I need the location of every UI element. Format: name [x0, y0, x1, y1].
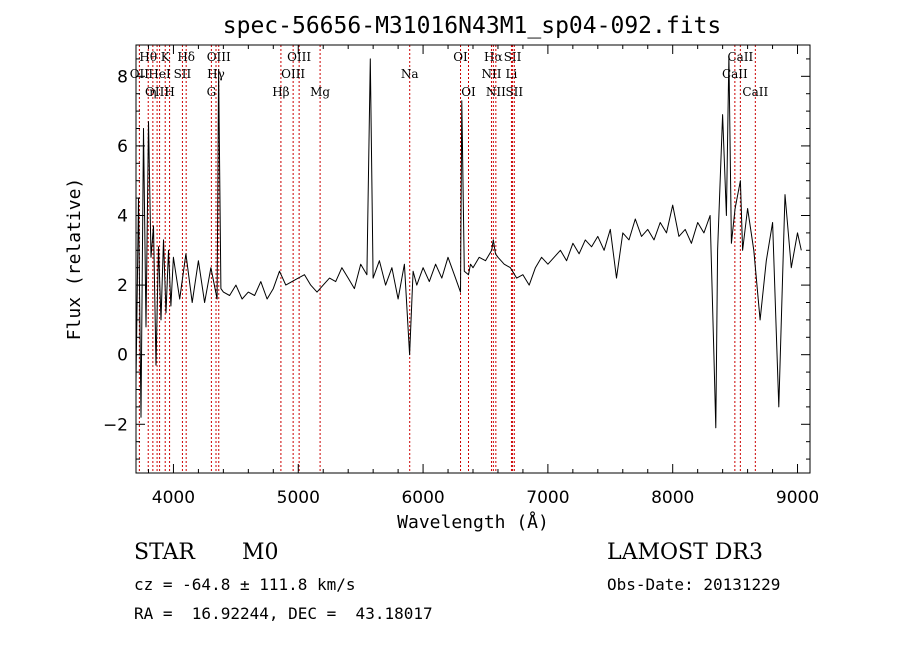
line-label-3: K	[161, 50, 171, 64]
y-tick-label-1: 0	[117, 346, 128, 366]
line-label-16: Na	[401, 67, 419, 81]
line-label-14: OIII	[281, 67, 305, 81]
line-label-20: NII	[481, 67, 501, 81]
x-axis-title: Wavelength (Å)	[397, 511, 549, 533]
observation-date: Obs-Date: 20131229	[607, 575, 781, 594]
line-label-10: Hγ	[207, 67, 225, 81]
line-label-5: HeI	[148, 67, 171, 81]
object-class: STAR	[134, 540, 195, 565]
line-label-0: Hθ	[139, 50, 157, 64]
line-label-11: G	[207, 85, 217, 99]
x-tick-label-3: 7000	[526, 488, 569, 508]
series-line-0	[135, 54, 802, 429]
y-tick-label-2: 2	[117, 276, 128, 296]
line-label-21: NII	[486, 85, 506, 99]
axis-ticks: 4000 5000 6000 7000 8000 9000 −2 0 2 4 6 8	[103, 45, 819, 508]
x-tick-label-1: 5000	[277, 488, 320, 508]
y-tick-label-5: 8	[117, 67, 128, 87]
line-label-15: Mg	[310, 85, 330, 99]
line-label-7: Hδ	[177, 50, 195, 64]
object-subclass: M0	[242, 540, 279, 565]
line-label-23: Li	[506, 67, 518, 81]
y-tick-label-0: −2	[103, 415, 128, 435]
chart-title: spec-56656-M31016N43M1_sp04-092.fits	[223, 13, 722, 39]
redshift-cz: cz = -64.8 ± 111.8 km/s	[134, 575, 356, 594]
line-label-22: SII	[504, 50, 522, 64]
x-tick-label-4: 8000	[651, 488, 694, 508]
line-label-17: OI	[453, 50, 468, 64]
line-label-27: CaII	[742, 85, 768, 99]
line-label-25: CaII	[727, 50, 753, 64]
line-label-18: OI	[461, 85, 476, 99]
line-label-1: OII	[130, 67, 150, 81]
y-tick-label-4: 6	[117, 137, 128, 157]
line-label-13: OIII	[287, 50, 311, 64]
line-label-24: SII	[505, 85, 523, 99]
series-layer	[135, 54, 802, 429]
x-tick-label-5: 9000	[776, 488, 819, 508]
line-label-4: H	[164, 85, 174, 99]
y-tick-label-3: 4	[117, 207, 128, 227]
x-tick-label-2: 6000	[401, 488, 444, 508]
line-label-6: η	[149, 85, 156, 99]
x-tick-label-0: 4000	[152, 488, 195, 508]
line-label-26: CaII	[722, 67, 748, 81]
line-label-9: OIII	[207, 50, 231, 64]
survey-name: LAMOST DR3	[607, 540, 763, 565]
line-label-2: OIII	[145, 85, 169, 99]
emission-line-markers: Hθ OII OIII K H HeI η Hδ SII OIII Hγ G Hβ OIII OIII Mg N…	[130, 45, 768, 473]
line-label-12: Hβ	[272, 85, 289, 99]
y-axis-title: Flux (relative)	[64, 178, 85, 341]
sky-coordinates: RA = 16.92244, DEC = 43.18017	[134, 604, 433, 623]
line-label-8: SII	[174, 67, 192, 81]
plot-frame	[135, 44, 811, 474]
line-label-19: Hα	[484, 50, 503, 64]
